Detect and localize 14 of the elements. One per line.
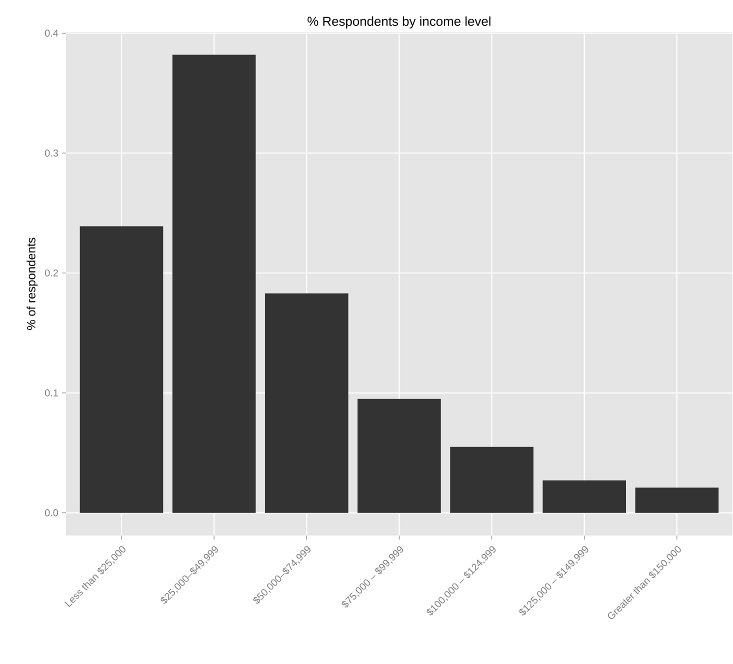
y-tick-label: 0.1	[44, 390, 58, 397]
chart-title: % Respondents by income level	[308, 16, 490, 29]
bar	[635, 488, 719, 514]
y-tick-label: 0.2	[44, 270, 58, 277]
bar	[450, 447, 534, 514]
y-tick-label: 0.4	[44, 30, 58, 37]
y-tick-label: 0.0	[44, 510, 58, 517]
bar	[172, 55, 256, 514]
bar	[358, 399, 441, 514]
bar	[80, 226, 164, 514]
y-tick-label: 0.3	[44, 150, 58, 157]
bar	[264, 294, 348, 514]
y-axis-title: % of respondents	[26, 238, 38, 330]
bar	[542, 480, 626, 514]
